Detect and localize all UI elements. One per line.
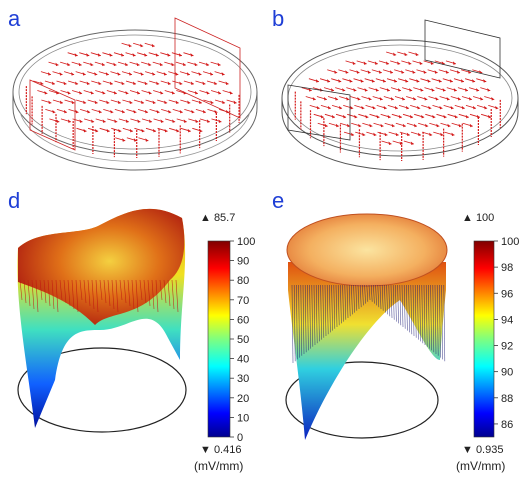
colorbar-d-max-label: ▲ 85.7 (200, 212, 235, 224)
colorbar-e-unit: (mV/mm) (456, 459, 505, 473)
colorbar-d-ramp (207, 240, 231, 438)
panel-d-surface (17, 208, 187, 433)
colorbar-tick-label: 94 (501, 314, 513, 326)
colorbar-tick-label: 100 (501, 236, 519, 248)
colorbar-tick-label: 100 (237, 236, 255, 248)
panel-a-geometry (12, 17, 258, 171)
colorbar-tick-label: 0 (237, 432, 243, 444)
colorbar-d-min-label: ▼ 0.416 (200, 444, 241, 456)
panel-label-d: d (8, 188, 20, 213)
colorbar-tick-label: 96 (501, 288, 513, 300)
colorbar-e-max-label: ▲ 100 (462, 212, 494, 224)
colorbar-tick-label: 90 (237, 256, 249, 268)
panel-label-b: b (272, 6, 284, 31)
colorbar-e: ▲ 100 100 98 96 94 92 90 88 86 ▼ 0.935 (mV/mm) (456, 212, 519, 473)
colorbar-tick-label: 92 (501, 341, 513, 353)
panel-b-geometry (281, 19, 519, 171)
panel-a-arrow-field (25, 42, 240, 158)
colorbar-tick-label: 40 (237, 354, 249, 366)
panel-b-arrow-field (294, 51, 501, 161)
panel-label-e: e (272, 188, 284, 213)
colorbar-tick-label: 50 (237, 334, 249, 346)
colorbar-e-min-label: ▼ 0.935 (462, 444, 503, 456)
colorbar-tick-label: 88 (501, 393, 513, 405)
colorbar-tick-label: 86 (501, 419, 513, 431)
colorbar-tick-label: 70 (237, 295, 249, 307)
panel-label-a: a (8, 6, 21, 31)
colorbar-tick-label: 80 (237, 275, 249, 287)
colorbar-tick-label: 90 (501, 367, 513, 379)
colorbar-tick-label: 20 (237, 393, 249, 405)
colorbar-e-ramp (473, 240, 495, 438)
colorbar-tick-label: 98 (501, 262, 513, 274)
colorbar-tick-label: 60 (237, 314, 249, 326)
panel-e-surface (285, 213, 448, 440)
colorbar-d-unit: (mV/mm) (194, 459, 243, 473)
colorbar-tick-label: 30 (237, 373, 249, 385)
colorbar-tick-label: 10 (237, 412, 249, 424)
